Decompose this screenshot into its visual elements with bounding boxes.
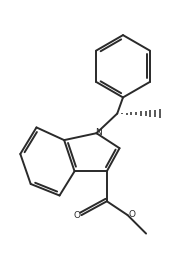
Text: N: N xyxy=(95,128,102,137)
Text: O: O xyxy=(74,211,81,220)
Text: O: O xyxy=(128,210,135,219)
